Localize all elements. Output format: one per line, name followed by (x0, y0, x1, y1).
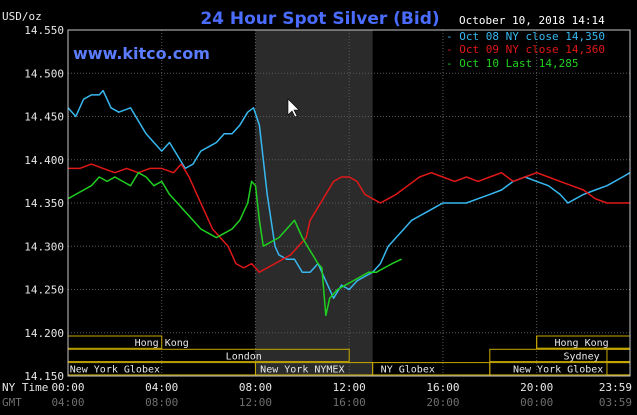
y-tick-label: 14.500 (24, 67, 64, 80)
legend: - Oct 08 NY close 14,350 - Oct 09 NY clo… (446, 30, 605, 70)
x-tick-label-gmt: 04:00 (51, 396, 84, 409)
y-tick-label: 14.200 (24, 327, 64, 340)
x-tick-label-gmt: 16:00 (333, 396, 366, 409)
legend-label-oct09: Oct 09 NY close 14,360 (459, 43, 605, 56)
ny-time-row-label: NY Time (2, 381, 48, 394)
y-tick-label: 14.400 (24, 154, 64, 167)
y-tick-label: 14.300 (24, 240, 64, 253)
plot-frame (67, 29, 631, 377)
x-tick-label-ny: 12:00 (333, 381, 366, 394)
session-label: Hong Kong (135, 338, 189, 349)
session-label: New York Globex (513, 365, 603, 376)
series-line-oct09 (68, 163, 630, 273)
cursor-pointer-icon (287, 98, 300, 118)
legend-label-oct10: Oct 10 Last 14,285 (459, 57, 578, 70)
y-tick-label: 14.450 (24, 111, 64, 124)
x-tick-label-ny: 08:00 (239, 381, 272, 394)
session-label: Sydney (564, 351, 600, 362)
x-tick-label-gmt: 20:00 (426, 396, 459, 409)
legend-item-oct09: - Oct 09 NY close 14,360 (446, 43, 605, 56)
x-tick-label-ny: 20:00 (520, 381, 553, 394)
y-tick-label: 14.250 (24, 284, 64, 297)
session-label: New York NYMEX (260, 365, 344, 376)
y-unit-label: USD/oz (2, 10, 42, 23)
x-tick-label-gmt: 08:00 (145, 396, 178, 409)
x-tick-label-gmt: 12:00 (239, 396, 272, 409)
y-tick-label: 14.150 (24, 370, 64, 383)
x-axis-ticks: 00:00 04:00 04:00 08:00 08:00 12:00 12:00 16:00… (51, 381, 632, 409)
x-tick-label-ny: 16:00 (426, 381, 459, 394)
date-stamp: October 10, 2018 14:14 (459, 14, 605, 27)
session-label: NY Globex (381, 365, 435, 376)
y-tick-label: 14.350 (24, 197, 64, 210)
y-axis-ticks: 14.550 14.500 14.450 14.400 14.350 14.300 14.2… (24, 24, 64, 383)
x-tick-label-gmt: 03:59 (599, 396, 632, 409)
price-lines (67, 89, 631, 317)
x-tick-label-ny: 04:00 (145, 381, 178, 394)
session-label: London (226, 351, 262, 362)
y-tick-label: 14.550 (24, 24, 64, 37)
legend-item-oct08: - Oct 08 NY close 14,350 (446, 30, 605, 43)
x-tick-label-ny: 00:00 (51, 381, 84, 394)
session-label: Hong Kong (554, 338, 608, 349)
series-line-oct08 (67, 89, 631, 299)
session-label: New York Globex (70, 365, 160, 376)
legend-label-oct08: Oct 08 NY close 14,350 (459, 30, 605, 43)
series-line-oct10 (67, 171, 402, 317)
gmt-row-label: GMT (2, 396, 22, 409)
chart-title: 24 Hour Spot Silver (Bid) (200, 9, 439, 29)
x-tick-label-ny: 23:59 (599, 381, 632, 394)
site-label: www.kitco.com (73, 44, 210, 63)
x-tick-label-gmt: 00:00 (520, 396, 553, 409)
trading-sessions: Hong Kong London New York Globex New York N… (67, 335, 631, 376)
legend-item-oct10: - Oct 10 Last 14,285 (446, 57, 578, 70)
